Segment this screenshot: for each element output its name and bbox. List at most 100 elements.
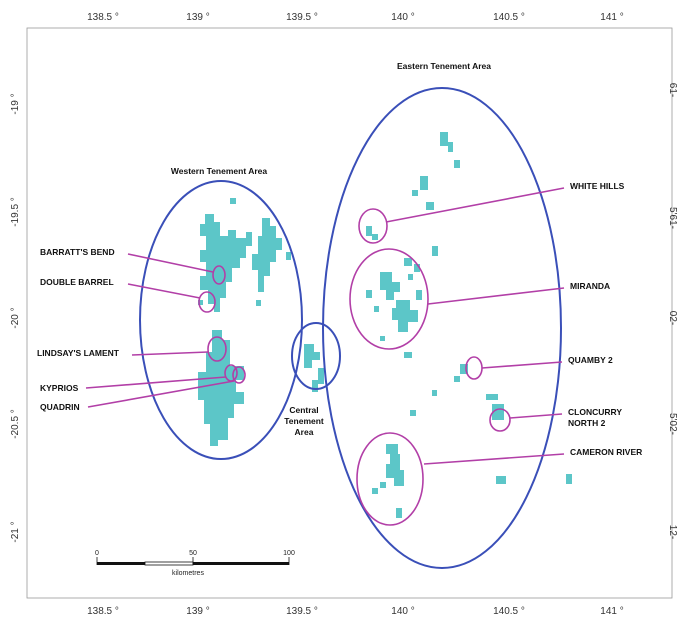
eastern-parcel — [432, 390, 437, 396]
barratts-bend-label: BARRATT'S BEND — [40, 247, 115, 257]
eastern-parcel — [366, 226, 372, 236]
map-frame — [26, 27, 673, 599]
cameron-river-cluster — [386, 454, 404, 486]
scale-bar-label-0: 0 — [95, 550, 99, 557]
miranda-ellipse — [349, 248, 429, 350]
eastern-parcel — [412, 190, 418, 196]
top-longitude-ticks: 138.5 ° 139 ° 139.5 ° 140 ° 140.5 ° 141 … — [87, 12, 624, 23]
eastern-parcel — [426, 202, 434, 210]
eastern-parcel — [404, 352, 412, 358]
eastern-parcel — [414, 264, 420, 272]
cameron-river-label: CAMERON RIVER — [570, 447, 642, 457]
eastern-parcel — [380, 482, 386, 488]
eastern-parcel — [454, 376, 460, 382]
white-hills-leader — [385, 187, 565, 223]
prospect-ellipses — [198, 208, 511, 526]
scale-bar-segment-3 — [193, 562, 289, 565]
tenement-area-ellipses — [139, 87, 562, 569]
lat-tick-left-21: -21 ° — [10, 521, 21, 542]
eastern-parcel — [454, 160, 460, 168]
eastern-parcel — [404, 258, 412, 266]
eastern-parcel — [380, 336, 385, 341]
white-hills-ellipse — [358, 208, 388, 244]
central-area-ellipse — [291, 322, 341, 390]
lat-tick-left-20: -20 ° — [10, 307, 21, 328]
lon-tick-top-141: 141 ° — [600, 12, 623, 23]
miranda-cluster — [380, 272, 400, 300]
lat-tick-right-4: 5'02- — [667, 413, 678, 435]
cloncurry-north-2-label-line2: NORTH 2 — [568, 418, 606, 428]
miranda-cluster — [392, 300, 418, 332]
quamby-2-label: QUAMBY 2 — [568, 355, 613, 365]
eastern-parcel — [566, 474, 572, 484]
eastern-parcel — [408, 274, 413, 280]
double-barrel-ellipse — [198, 291, 216, 313]
scale-bar-segment-1 — [97, 562, 145, 565]
kyprios-label: KYPRIOS — [40, 383, 79, 393]
central-area-label-line1: Central — [289, 405, 318, 415]
central-area-label-line2: Tenement — [284, 416, 324, 426]
eastern-parcel — [372, 488, 378, 494]
lindsays-lament-label: LINDSAY'S LAMENT — [37, 348, 120, 358]
eastern-parcel — [374, 306, 379, 312]
barratts-bend-leader — [127, 253, 214, 273]
scale-bar-unit: kilometres — [172, 570, 204, 577]
western-parcel — [230, 198, 236, 204]
eastern-parcel — [366, 290, 372, 298]
cloncurry-north-2-leader — [509, 413, 563, 419]
lat-tick-right-2: 5'61- — [667, 207, 678, 229]
western-area-label: Western Tenement Area — [171, 166, 267, 176]
lon-tick-bottom-1395: 139.5 ° — [286, 606, 318, 617]
lindsays-lament-ellipse — [207, 336, 227, 362]
western-parcel — [256, 300, 261, 306]
western-parcel — [198, 300, 203, 305]
scale-bar: 0 50 100 kilometres — [95, 550, 295, 577]
western-tenement-block — [200, 214, 252, 312]
lat-tick-left-195: -19.5 ° — [10, 197, 21, 227]
cloncurry-north-2-ellipse — [489, 408, 511, 432]
lon-tick-top-1405: 140.5 ° — [493, 12, 525, 23]
western-tenement-south — [198, 330, 244, 446]
western-parcel — [286, 252, 291, 260]
eastern-parcel — [396, 508, 402, 518]
scale-bar-label-100: 100 — [283, 550, 295, 557]
eastern-parcel — [420, 176, 428, 190]
lat-tick-right-3: 02- — [667, 311, 678, 325]
miranda-leader — [427, 287, 565, 305]
cameron-river-ellipse — [356, 432, 424, 526]
bottom-longitude-ticks: 138.5 ° 139 ° 139.5 ° 140 ° 140.5 ° 141 … — [87, 606, 624, 617]
quadrin-ellipse — [232, 366, 246, 384]
scale-bar-segment-2 — [144, 561, 194, 566]
lat-tick-left-205: -20.5 ° — [10, 409, 21, 439]
lon-tick-bottom-141: 141 ° — [600, 606, 623, 617]
barratts-bend-ellipse — [212, 265, 226, 285]
eastern-parcel — [440, 132, 448, 146]
quadrin-label: QUADRIN — [40, 402, 80, 412]
eastern-area-label: Eastern Tenement Area — [397, 61, 491, 71]
tenement-parcels — [198, 132, 572, 518]
western-area-ellipse — [139, 180, 303, 460]
eastern-parcel — [496, 476, 506, 484]
scale-bar-label-50: 50 — [189, 550, 197, 557]
central-tenement-block — [312, 368, 324, 392]
eastern-parcel — [372, 234, 378, 240]
central-area-label-line3: Area — [295, 427, 314, 437]
double-barrel-label: DOUBLE BARREL — [40, 277, 114, 287]
lon-tick-bottom-140: 140 ° — [391, 606, 414, 617]
double-barrel-leader — [127, 283, 201, 299]
left-latitude-ticks: -19 ° -19.5 ° -20 ° -20.5 ° -21 ° — [10, 93, 21, 542]
western-tenement-east — [252, 218, 282, 292]
miranda-label: MIRANDA — [570, 281, 610, 291]
lon-tick-bottom-1385: 138.5 ° — [87, 606, 119, 617]
lon-tick-top-1385: 138.5 ° — [87, 12, 119, 23]
lat-tick-left-19: -19 ° — [10, 93, 21, 114]
right-latitude-ticks: 61- 5'61- 02- 5'02- 12- — [667, 83, 678, 539]
central-tenement-block — [304, 344, 320, 368]
eastern-parcel — [416, 290, 422, 300]
cameron-river-leader — [423, 453, 565, 465]
eastern-parcel — [448, 142, 453, 152]
lon-tick-top-140: 140 ° — [391, 12, 414, 23]
lat-tick-right-5: 12- — [667, 525, 678, 539]
eastern-parcel — [386, 444, 398, 454]
